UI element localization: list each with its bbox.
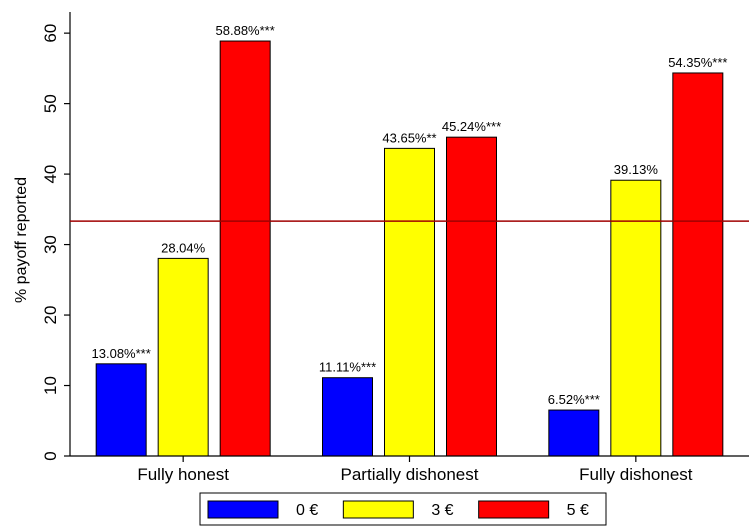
x-tick-label: Partially dishonest [341,465,479,484]
data-labels-group: 13.08%*** 28.04% 58.88%*** 11.11%*** 43.65%*… [92,23,728,407]
legend-swatch [342,500,414,519]
bar [322,377,373,457]
data-label: 58.88%*** [216,23,275,38]
data-label: 13.08%*** [92,346,151,361]
data-label: 39.13% [614,162,659,177]
y-axis-title: % payoff reported [13,177,30,303]
x-axis: Fully honest Partially dishonest Fully dis… [70,455,749,484]
legend-label: 3 € [431,502,453,519]
y-tick-label: 50 [41,94,60,113]
legend: 0 € 3 € 5 € [199,492,607,526]
data-label: 54.35%*** [668,55,727,70]
y-tick-label: 20 [41,306,60,325]
y-tick-label: 0 [41,451,60,460]
bar [384,147,435,457]
data-label: 28.04% [161,240,206,255]
bar [95,363,147,457]
y-axis: 0 10 20 30 40 50 60 [41,12,71,461]
data-label: 43.65%** [382,130,436,145]
y-tick-label: 60 [41,24,60,43]
y-tick-label: 10 [41,376,60,395]
y-tick-label: 40 [41,165,60,184]
legend-label: 0 € [296,502,318,519]
legend-label: 5 € [567,502,589,519]
bar [219,40,271,457]
bar [672,72,724,457]
data-label: 11.11%*** [319,360,376,375]
legend-swatch [478,500,550,519]
x-tick-label: Fully honest [137,465,229,484]
bar [610,179,662,457]
bars-group [95,40,724,457]
x-tick-label: Fully dishonest [579,465,693,484]
data-label: 6.52%*** [548,392,600,407]
bar [548,409,600,457]
y-tick-label: 30 [41,235,60,254]
bar [157,257,209,457]
bar [446,136,497,457]
data-label: 45.24%*** [442,119,501,134]
legend-swatch [207,500,279,519]
